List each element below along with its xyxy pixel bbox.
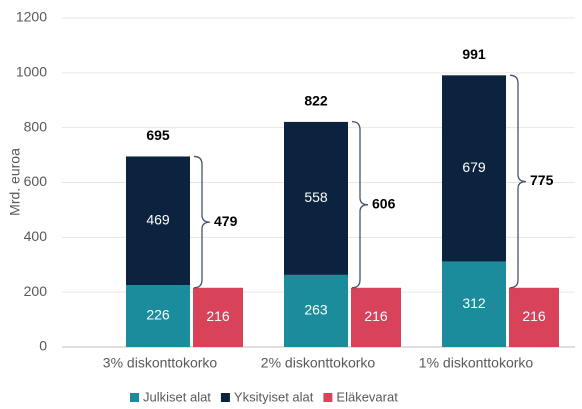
- value-label: 216: [522, 308, 546, 324]
- total-label: 822: [304, 92, 328, 108]
- y-tick-label: 600: [24, 173, 48, 189]
- legend-label: Julkiset alat: [143, 389, 211, 404]
- value-label: 312: [462, 295, 486, 311]
- y-tick-label: 200: [24, 283, 48, 299]
- y-tick-label: 0: [39, 338, 47, 354]
- gap-label: 775: [530, 172, 554, 188]
- x-tick-label: 3% diskonttokorko: [103, 355, 218, 371]
- bar-segment: [284, 121, 348, 275]
- brace: [509, 74, 527, 289]
- bar-segment: [351, 287, 401, 347]
- total-label: 991: [462, 46, 486, 62]
- x-tick-label: 1% diskonttokorko: [419, 355, 534, 371]
- bar-segment: [442, 261, 506, 347]
- brace: [193, 155, 211, 289]
- y-tick-label: 1000: [16, 64, 47, 80]
- value-label: 263: [304, 302, 328, 318]
- value-label: 469: [146, 211, 170, 227]
- bar-segment: [193, 287, 243, 347]
- bar-segment: [509, 287, 559, 347]
- bar-segment: [126, 285, 190, 347]
- legend-swatch: [220, 393, 230, 402]
- gap-label: 479: [214, 213, 238, 229]
- y-axis-label: Mrd. euroa: [7, 148, 23, 216]
- bar-segment: [284, 274, 348, 347]
- y-tick-label: 800: [24, 118, 48, 134]
- legend-swatch: [130, 393, 139, 402]
- legend-swatch: [323, 393, 333, 402]
- value-label: 226: [146, 307, 170, 323]
- value-label: 679: [462, 159, 486, 175]
- y-tick-label: 400: [24, 228, 48, 244]
- value-label: 216: [206, 308, 230, 324]
- bar-segment: [442, 75, 506, 262]
- value-label: 216: [364, 308, 388, 324]
- value-label: 558: [304, 189, 328, 205]
- y-tick-label: 1200: [16, 9, 47, 25]
- gap-label: 606: [372, 195, 396, 211]
- legend-label: Yksityiset alat: [234, 389, 314, 404]
- total-label: 695: [146, 127, 170, 143]
- brace: [351, 120, 369, 289]
- legend-label: Eläkevarat: [336, 389, 398, 404]
- x-tick-label: 2% diskonttokorko: [261, 355, 376, 371]
- bar-segment: [126, 156, 190, 286]
